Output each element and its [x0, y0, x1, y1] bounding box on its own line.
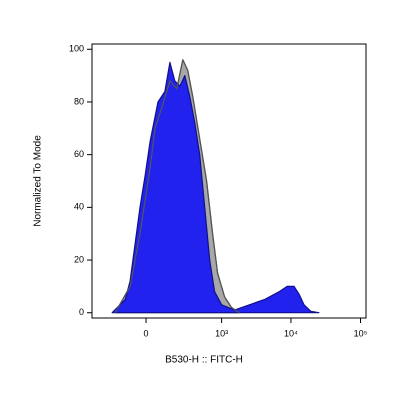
histogram-area [111, 61, 320, 314]
x-tick-label: 10⁵ [354, 328, 368, 338]
histogram-outline [114, 59, 240, 314]
y-tick-label: 20 [74, 254, 84, 264]
x-tick-label: 0 [144, 328, 149, 338]
x-tick-label: 10³ [215, 328, 228, 338]
x-tick-label: 10⁴ [284, 328, 298, 338]
y-tick-label: 0 [79, 307, 84, 317]
plot-frame [91, 43, 367, 319]
y-tick-label: 80 [74, 96, 84, 106]
y-tick-label: 60 [74, 149, 84, 159]
y-tick-label: 40 [74, 202, 84, 212]
y-axis-label: Normalized To Mode [33, 135, 44, 227]
y-tick-label: 100 [69, 44, 84, 54]
x-axis-label: B530-H :: FITC-H [165, 355, 243, 366]
